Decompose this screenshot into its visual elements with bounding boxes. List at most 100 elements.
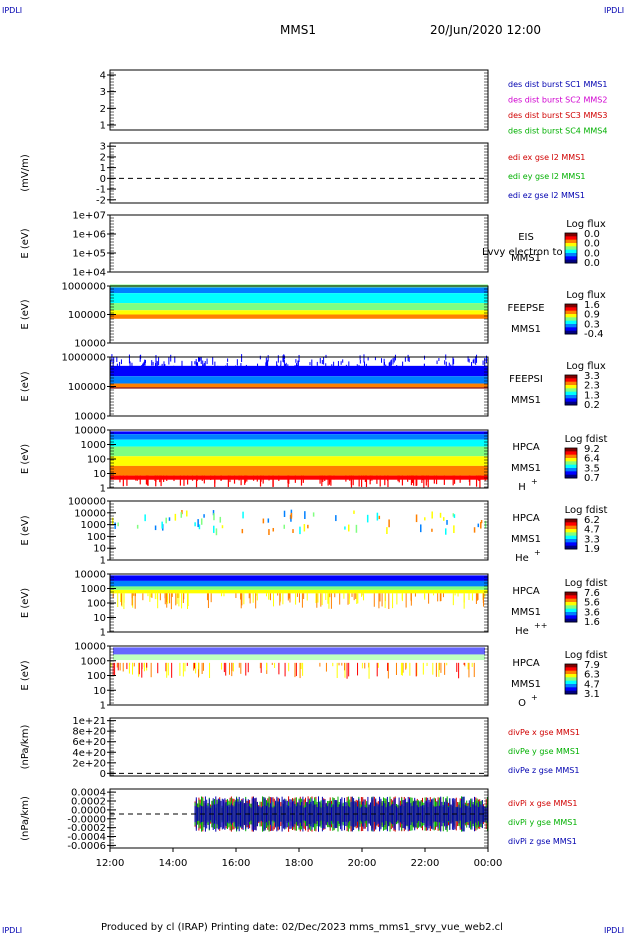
spectrogram-streak: [334, 593, 336, 598]
spacecraft-label: MMS1: [511, 679, 541, 690]
spectrogram-streak: [300, 475, 303, 486]
y-tick-label: 3: [100, 142, 106, 153]
spectrogram-streak: [252, 475, 255, 481]
x-tick-label: 16:00: [222, 858, 251, 869]
spectrogram-streak: [337, 361, 339, 369]
spectrogram-streak: [197, 362, 199, 371]
spectrogram-streak: [220, 475, 222, 481]
x-tick-label: 12:00: [96, 858, 125, 869]
spectrogram-band: [110, 376, 488, 384]
colorbar-swatch: [565, 608, 577, 613]
y-tick-label: 1e+06: [72, 230, 106, 241]
spectrogram-band: [110, 575, 488, 581]
colorbar-tick-label: 0.9: [584, 310, 600, 321]
y-tick-label: 4: [100, 71, 106, 82]
spectrogram-streak: [377, 662, 379, 668]
spectrogram-streak: [319, 662, 321, 667]
spectrogram-streak: [325, 363, 327, 370]
spectrogram-streak: [217, 365, 219, 372]
spectrogram-streak: [166, 475, 168, 481]
spectrogram-streak: [379, 475, 381, 487]
spectrogram-streak: [303, 593, 305, 599]
spectrogram-streak: [162, 475, 165, 482]
spectrogram-streak: [436, 360, 438, 365]
spectrogram-streak: [256, 593, 258, 596]
instrument-label: FEEPSI: [509, 374, 543, 385]
spectrogram-streak: [173, 365, 175, 374]
spectrogram-streak: [405, 662, 407, 670]
colorbar-swatch: [565, 545, 577, 550]
spectrogram-streak: [309, 362, 311, 366]
spectrogram-streak: [456, 662, 458, 672]
spectrogram-band: [110, 287, 488, 294]
spectrogram-pixel: [283, 510, 286, 517]
spectrogram-pixel: [213, 525, 215, 533]
spacecraft-label: MMS1: [511, 534, 541, 545]
spectrogram-streak: [336, 662, 338, 679]
y-axis-label: E (eV): [20, 228, 31, 258]
spectrogram-streak: [210, 475, 212, 481]
spectrogram-streak: [256, 593, 258, 601]
spectrogram-streak: [469, 475, 471, 486]
y-tick-label: 2e+20: [72, 758, 106, 769]
spectrogram-streak: [426, 662, 428, 666]
spectrogram-streak: [141, 365, 143, 370]
spectrogram-streak: [245, 364, 247, 374]
y-axis-label: (mV/m): [20, 154, 31, 192]
spectrogram-streak: [196, 475, 198, 481]
spectrogram-streak: [174, 356, 176, 363]
y-tick-label: 10: [93, 469, 106, 480]
spectrogram-streak: [159, 593, 161, 601]
spectrogram-streak: [178, 593, 180, 607]
spectrogram-streak: [296, 363, 298, 370]
legend-entry: edi ez gse l2 MMS1: [508, 191, 585, 200]
y-tick-label: -2: [96, 195, 106, 206]
spectrogram-streak: [272, 475, 274, 487]
colorbar-swatch: [565, 233, 577, 237]
spectrogram-streak: [404, 357, 406, 362]
spectrogram-streak: [191, 361, 193, 369]
spectrogram-pixel: [480, 521, 482, 529]
spectrogram-streak: [178, 593, 180, 598]
spectrogram-pixel: [304, 511, 306, 519]
spectrogram-band: [110, 303, 488, 311]
spectrogram-streak: [147, 593, 149, 597]
spectrogram-streak: [432, 662, 434, 675]
spectrogram-streak: [138, 662, 140, 675]
spectrogram-streak: [356, 364, 358, 369]
colorbar-swatch: [565, 304, 577, 308]
colorbar-swatch: [565, 474, 577, 479]
spectrogram-streak: [187, 593, 189, 610]
spectrogram-streak: [287, 475, 289, 482]
legend-entry: divPi x gse MMS1: [508, 799, 577, 808]
spectrogram-streak: [282, 355, 284, 362]
spectrogram-pixel: [197, 519, 199, 528]
spectrogram-streak: [424, 355, 426, 360]
spectrogram-streak: [356, 593, 358, 604]
y-tick-label: 1000: [81, 440, 106, 451]
spectrogram-band: [110, 465, 488, 476]
colorbar-swatch: [565, 327, 577, 332]
y-tick-label: 10000: [74, 508, 106, 519]
panel-1: 1 2 3 4 des dist burst SC1 MMS1 des dist burs…: [100, 69, 607, 136]
spectrogram-pixel: [290, 516, 292, 522]
spectrogram-streak: [177, 593, 179, 599]
spectrogram-streak: [227, 358, 229, 362]
y-tick-label: 0.0002: [71, 797, 106, 808]
colorbar-swatch: [565, 461, 577, 466]
spectrogram-streak: [228, 662, 230, 675]
spectrogram-pixel: [442, 517, 445, 521]
spectrogram-streak: [284, 662, 286, 677]
species-charge: ++: [534, 621, 547, 630]
colorbar-swatch: [565, 385, 577, 389]
spectrogram-pixel: [198, 524, 201, 530]
colorbar-swatch: [565, 598, 577, 603]
colorbar-tick-label: 0.3: [584, 319, 600, 330]
spectrogram-streak: [277, 593, 279, 596]
colorbar-title: Log flux: [566, 290, 606, 301]
spectrogram-pixel: [420, 524, 422, 533]
y-tick-label: 0.0004: [71, 788, 106, 799]
colorbar-frame: [564, 374, 578, 406]
spectrogram-streak: [296, 593, 298, 597]
